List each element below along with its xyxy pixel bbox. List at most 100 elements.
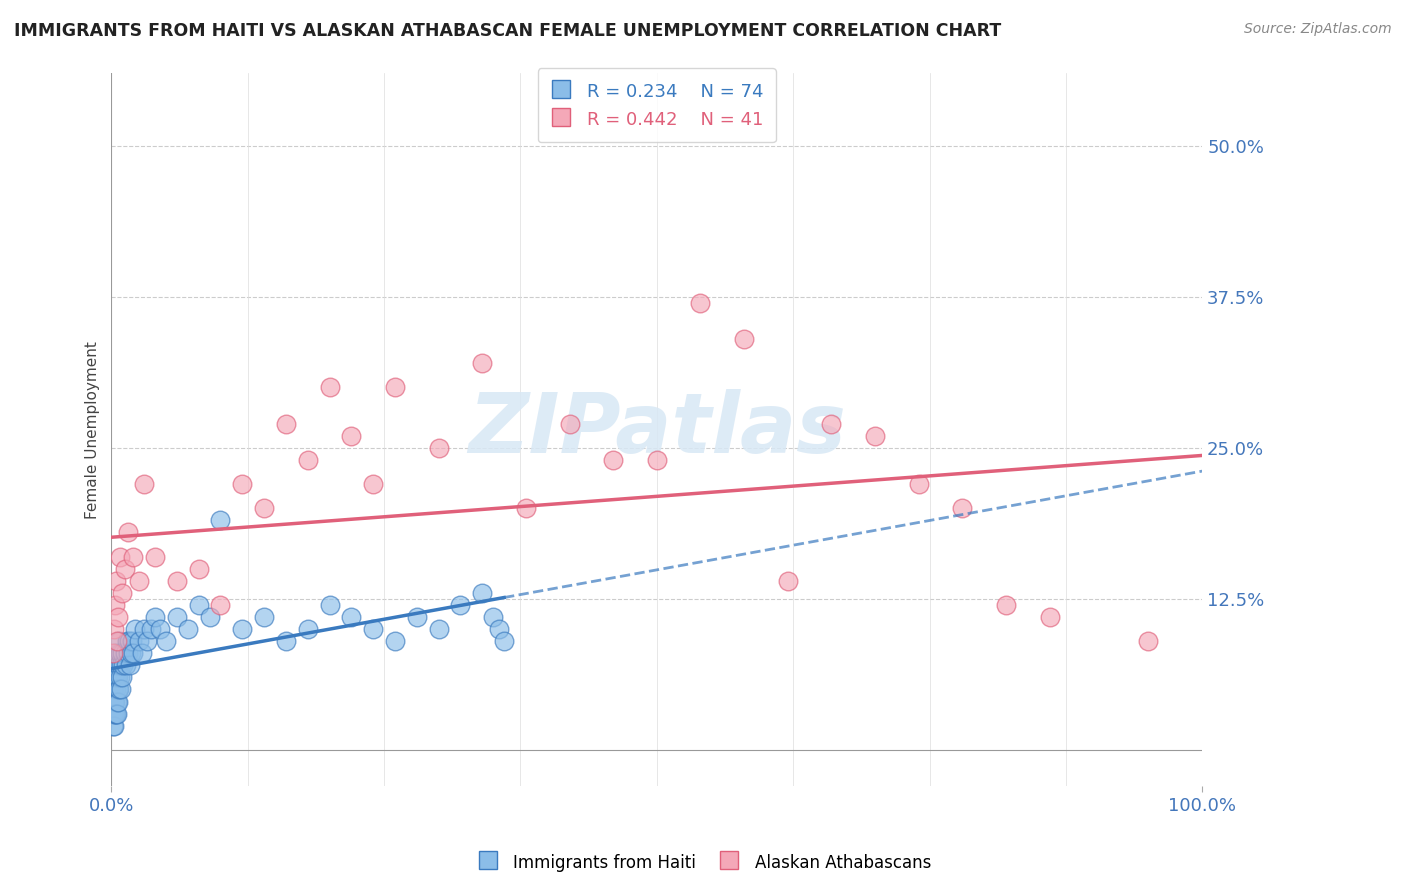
- Point: [340, 610, 363, 624]
- Point: [950, 501, 973, 516]
- Point: [166, 574, 188, 588]
- Point: [231, 477, 253, 491]
- Point: [361, 622, 384, 636]
- Y-axis label: Female Unemployment: Female Unemployment: [86, 341, 100, 518]
- Point: [107, 670, 129, 684]
- Point: [124, 622, 146, 636]
- Point: [101, 719, 124, 733]
- Point: [297, 622, 319, 636]
- Point: [820, 417, 842, 431]
- Point: [136, 634, 159, 648]
- Point: [134, 622, 156, 636]
- Point: [558, 417, 581, 431]
- Point: [776, 574, 799, 588]
- Text: IMMIGRANTS FROM HAITI VS ALASKAN ATHABASCAN FEMALE UNEMPLOYMENT CORRELATION CHAR: IMMIGRANTS FROM HAITI VS ALASKAN ATHABAS…: [14, 22, 1001, 40]
- Point: [111, 646, 134, 660]
- Point: [108, 646, 131, 660]
- Point: [104, 695, 127, 709]
- Point: [427, 441, 450, 455]
- Point: [384, 380, 406, 394]
- Point: [318, 380, 340, 394]
- Point: [863, 428, 886, 442]
- Point: [471, 586, 494, 600]
- Point: [187, 598, 209, 612]
- Point: [108, 549, 131, 564]
- Point: [101, 646, 124, 660]
- Point: [107, 658, 129, 673]
- Point: [231, 622, 253, 636]
- Point: [318, 598, 340, 612]
- Point: [1136, 634, 1159, 648]
- Point: [405, 610, 427, 624]
- Point: [107, 695, 129, 709]
- Point: [112, 658, 135, 673]
- Point: [253, 501, 276, 516]
- Point: [104, 706, 127, 721]
- Point: [482, 610, 505, 624]
- Point: [107, 610, 129, 624]
- Point: [105, 634, 128, 648]
- Point: [104, 658, 127, 673]
- Point: [108, 670, 131, 684]
- Point: [645, 453, 668, 467]
- Point: [105, 706, 128, 721]
- Point: [488, 622, 510, 636]
- Point: [994, 598, 1017, 612]
- Point: [117, 525, 139, 540]
- Point: [155, 634, 177, 648]
- Point: [139, 622, 162, 636]
- Point: [108, 682, 131, 697]
- Point: [114, 646, 136, 660]
- Point: [103, 670, 125, 684]
- Point: [907, 477, 929, 491]
- Point: [494, 634, 516, 648]
- Point: [166, 610, 188, 624]
- Point: [274, 634, 297, 648]
- Point: [111, 586, 134, 600]
- Point: [104, 682, 127, 697]
- Point: [131, 646, 153, 660]
- Point: [121, 634, 143, 648]
- Point: [209, 513, 232, 527]
- Point: [471, 356, 494, 370]
- Point: [122, 549, 145, 564]
- Point: [274, 417, 297, 431]
- Point: [361, 477, 384, 491]
- Point: [103, 695, 125, 709]
- Point: [134, 477, 156, 491]
- Point: [118, 634, 141, 648]
- Point: [120, 646, 142, 660]
- Text: Source: ZipAtlas.com: Source: ZipAtlas.com: [1244, 22, 1392, 37]
- Point: [128, 634, 150, 648]
- Point: [122, 646, 145, 660]
- Point: [110, 682, 132, 697]
- Point: [198, 610, 221, 624]
- Text: ZIPatlas: ZIPatlas: [468, 389, 846, 470]
- Point: [104, 574, 127, 588]
- Point: [143, 610, 166, 624]
- Point: [384, 634, 406, 648]
- Point: [101, 658, 124, 673]
- Point: [118, 658, 141, 673]
- Point: [117, 646, 139, 660]
- Legend: Immigrants from Haiti, Alaskan Athabascans: Immigrants from Haiti, Alaskan Athabasca…: [468, 846, 938, 880]
- Point: [253, 610, 276, 624]
- Point: [177, 622, 200, 636]
- Point: [101, 682, 124, 697]
- Point: [143, 549, 166, 564]
- Point: [450, 598, 472, 612]
- Point: [103, 719, 125, 733]
- Point: [104, 598, 127, 612]
- Point: [107, 682, 129, 697]
- Point: [103, 682, 125, 697]
- Point: [108, 658, 131, 673]
- Point: [110, 658, 132, 673]
- Point: [340, 428, 363, 442]
- Point: [114, 658, 136, 673]
- Point: [104, 670, 127, 684]
- Point: [104, 646, 127, 660]
- Point: [187, 561, 209, 575]
- Point: [115, 634, 138, 648]
- Point: [105, 695, 128, 709]
- Point: [427, 622, 450, 636]
